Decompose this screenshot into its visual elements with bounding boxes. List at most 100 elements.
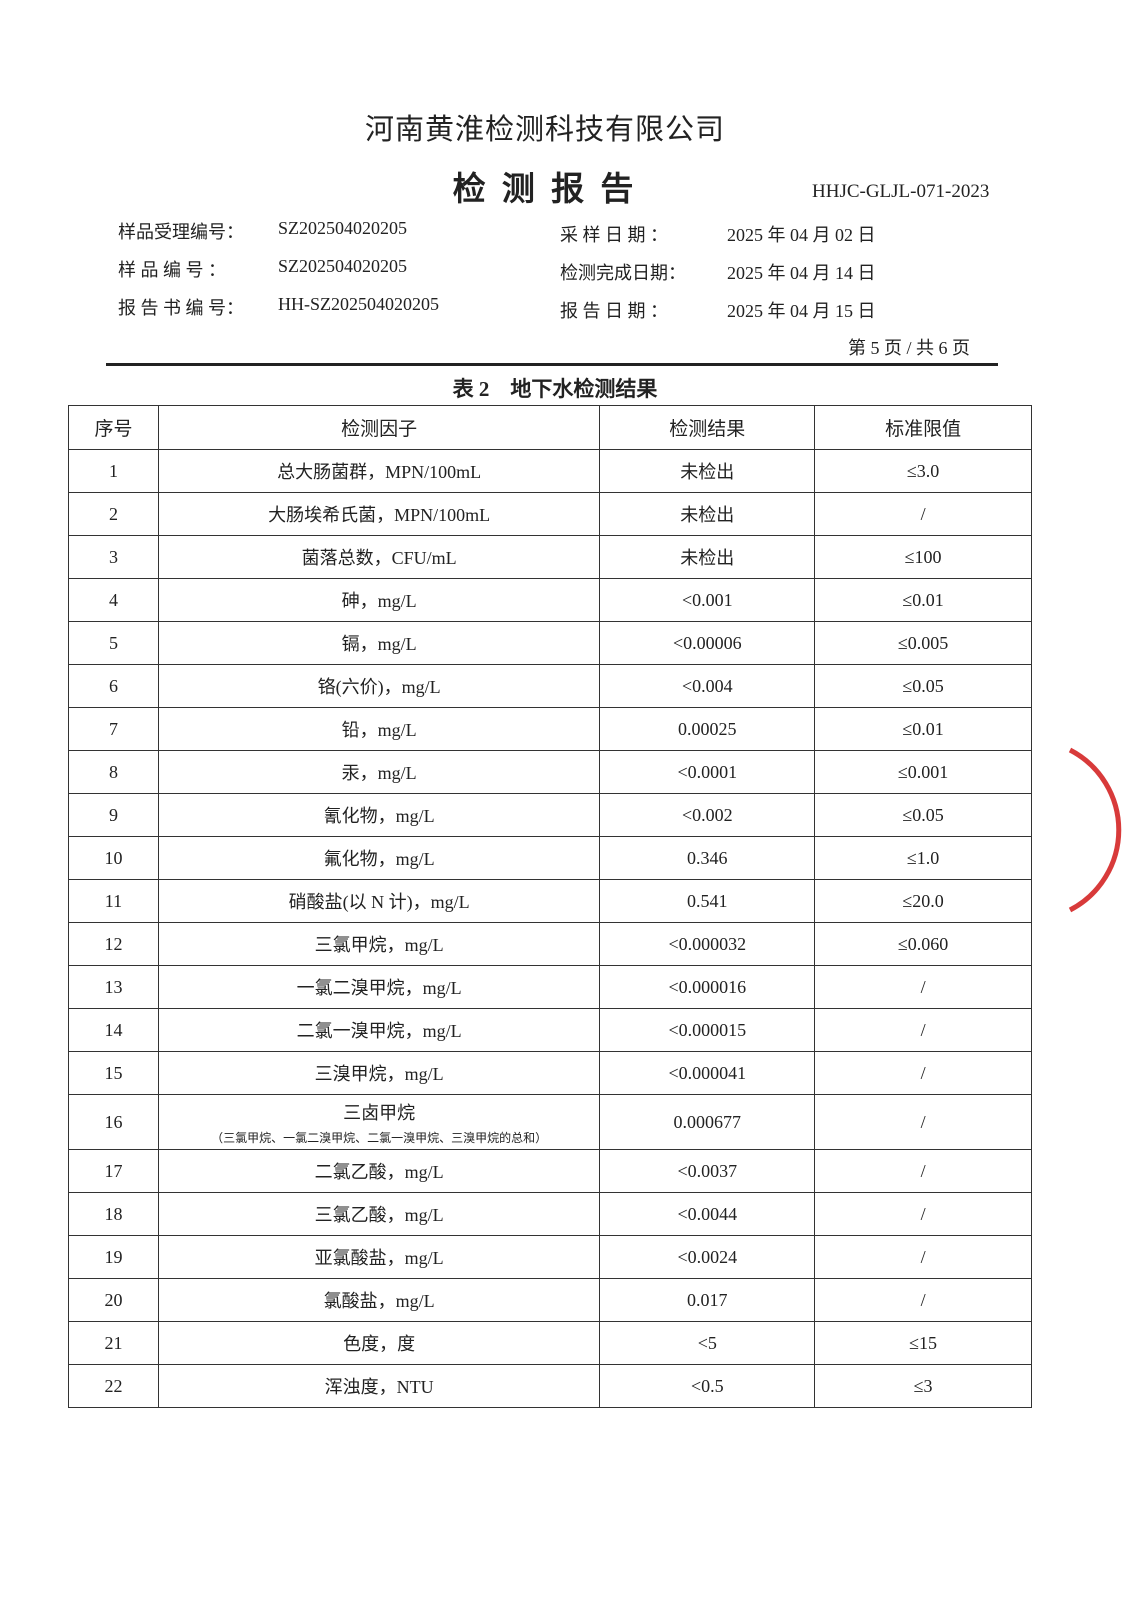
table-cell: <0.002 [599,793,816,837]
table-cell: 1 [68,449,159,493]
table-cell: ≤0.005 [814,621,1032,665]
table-cell: 一氯二溴甲烷，mg/L [157,965,601,1009]
table-cell: 大肠埃希氏菌，MPN/100mL [157,492,601,536]
table-cell: 铅，mg/L [157,707,601,751]
doc-code: HHJC-GLJL-071-2023 [812,181,990,202]
table-row: 17 二氯乙酸，mg/L <0.0037/ [68,1149,1032,1193]
table-cell: 亚氯酸盐，mg/L [157,1235,601,1279]
table-cell: <5 [599,1321,816,1365]
column-header: 标准限值 [814,405,1032,450]
table-cell: 7 [68,707,159,751]
table-cell: 15 [68,1051,159,1095]
table-cell: <0.001 [599,578,816,622]
info-value: HH-SZ202504020205 [278,294,439,314]
table-cell: ≤3 [814,1364,1032,1408]
table-cell: 镉，mg/L [157,621,601,665]
table-cell: 汞，mg/L [157,750,601,794]
table-cell: / [814,1235,1032,1279]
table-cell: 2 [68,492,159,536]
table-row: 18 三氯乙酸，mg/L <0.0044/ [68,1192,1032,1236]
table-cell: ≤0.01 [814,578,1032,622]
cell-text: 三卤甲烷 [343,1102,416,1123]
table-row: 1 总大肠菌群，MPN/100mL 未检出 ≤3.0 [68,449,1032,493]
table-cell: 氯酸盐，mg/L [157,1278,601,1322]
table-cell: / [814,1008,1032,1052]
table-cell: 氰化物，mg/L [157,793,601,837]
table-body: 1 总大肠菌群，MPN/100mL 未检出 ≤3.0 2 大肠埃希氏菌，MPN/100mL… [68,449,1032,1408]
table-cell: 17 [68,1149,159,1193]
table-cell: <0.5 [599,1364,816,1408]
table-row: 21 色度，度 <5 ≤15 [68,1321,1032,1365]
table-cell: 14 [68,1008,159,1052]
info-label: 采 样 日 期 ： [560,225,668,245]
table-row: 13 一氯二溴甲烷，mg/L <0.000016/ [68,965,1032,1009]
table-row: 22 浑浊度，NTU <0.5 ≤3 [68,1364,1032,1408]
table-cell: ≤20.0 [814,879,1032,923]
table-row: 15 三溴甲烷，mg/L <0.000041/ [68,1051,1032,1095]
table-cell: 砷，mg/L [157,578,601,622]
table-cell: ≤0.05 [814,793,1032,837]
table-row: 6 铬(六价)，mg/L <0.004 ≤0.05 [68,664,1032,708]
divider [106,363,998,366]
table-cell: ≤3.0 [814,449,1032,493]
info-label: 报 告 书 编 号： [118,298,244,318]
table-cell: 未检出 [599,449,816,493]
table-cell: / [814,1192,1032,1236]
table-row: 5 镉，mg/L <0.00006 ≤0.005 [68,621,1032,665]
table-cell: 4 [68,578,159,622]
table-cell: 0.346 [599,836,816,880]
table-cell: 氟化物，mg/L [157,836,601,880]
table-cell: / [814,1094,1032,1150]
table-cell: 0.00025 [599,707,816,751]
table-cell: 未检出 [599,492,816,536]
table-cell: 浑浊度，NTU [157,1364,601,1408]
table-cell: 21 [68,1321,159,1365]
table-cell: 11 [68,879,159,923]
info-label: 报 告 日 期 ： [560,301,668,321]
table-cell: <0.000032 [599,922,816,966]
table-row: 4 砷，mg/L <0.001 ≤0.01 [68,578,1032,622]
table-row: 9 氰化物，mg/L <0.002 ≤0.05 [68,793,1032,837]
table-cell: 0.000677 [599,1094,816,1150]
table-cell: 0.017 [599,1278,816,1322]
company-name: 河南黄淮检测科技有限公司 [364,114,725,146]
table-cell: <0.004 [599,664,816,708]
table-cell: <0.0001 [599,750,816,794]
table-cell: 铬(六价)，mg/L [157,664,601,708]
table-row: 11 硝酸盐(以 N 计)，mg/L 0.541 ≤20.0 [68,879,1032,923]
column-header: 序号 [68,405,159,450]
info-value: 2025 年 04 月 02 日 [727,225,876,245]
table-cell: 9 [68,793,159,837]
table-cell: / [814,1149,1032,1193]
info-label: 检测完成日期： [560,263,686,283]
table-cell: 二氯乙酸，mg/L [157,1149,601,1193]
table-cell: 16 [68,1094,159,1150]
table-cell: ≤0.01 [814,707,1032,751]
table-cell: 20 [68,1278,159,1322]
table-cell: 6 [68,664,159,708]
table-cell: ≤15 [814,1321,1032,1365]
column-header: 检测因子 [157,405,601,450]
page-number: 第 5 页 / 共 6 页 [848,338,971,358]
header-row: 序号 检测因子 检测结果 标准限值 [68,405,1032,450]
table-cell: / [814,1051,1032,1095]
table-cell: 19 [68,1235,159,1279]
table-cell: / [814,965,1032,1009]
table-cell: <0.0037 [599,1149,816,1193]
table-row: 2 大肠埃希氏菌，MPN/100mL 未检出 / [68,492,1032,536]
report-title: 检 测 报 告 [452,172,638,208]
info-value: 2025 年 04 月 15 日 [727,301,876,321]
table-cell: 5 [68,621,159,665]
table-cell: ≤0.001 [814,750,1032,794]
table-row: 20 氯酸盐，mg/L 0.017/ [68,1278,1032,1322]
table-cell: / [814,492,1032,536]
table-cell: <0.0044 [599,1192,816,1236]
table-cell: 3 [68,535,159,579]
column-header: 检测结果 [599,405,816,450]
table-cell: 12 [68,922,159,966]
table-cell: 硝酸盐(以 N 计)，mg/L [157,879,601,923]
table-cell: 0.541 [599,879,816,923]
table-cell: 10 [68,836,159,880]
table-cell: / [814,1278,1032,1322]
info-label: 样品受理编号： [118,222,244,242]
